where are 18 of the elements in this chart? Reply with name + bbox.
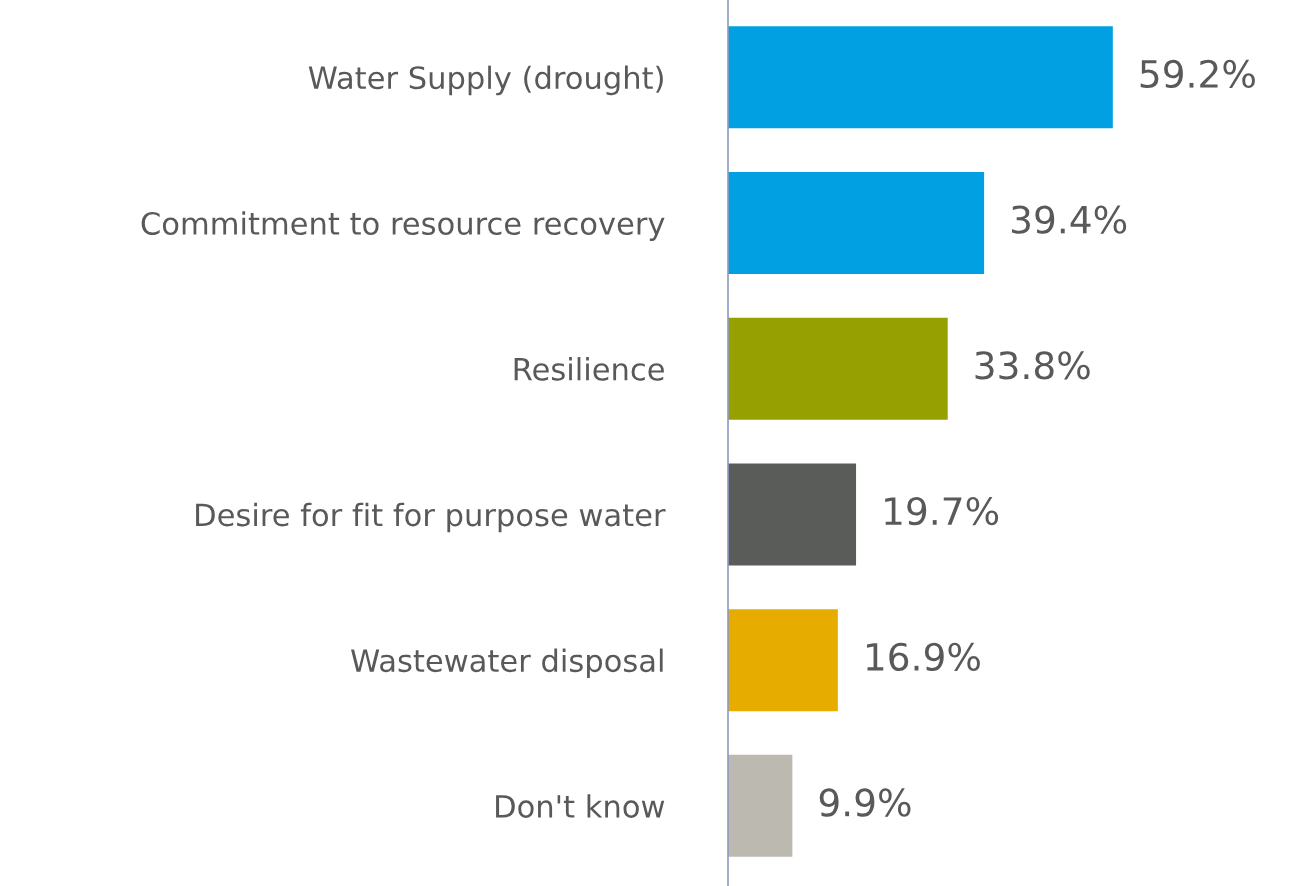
y-tick-label: Wastewater disposal bbox=[351, 648, 663, 679]
bar bbox=[728, 609, 838, 712]
y-tick-label: Water Supply (drought) bbox=[308, 65, 663, 96]
y-tick-label: Desire for fit for purpose water bbox=[196, 502, 666, 533]
bar bbox=[728, 26, 1113, 129]
y-tick-label: Resilience bbox=[514, 357, 664, 381]
data-label: 39.4% bbox=[1011, 205, 1127, 234]
bar bbox=[728, 754, 793, 857]
data-label: 16.9% bbox=[866, 642, 980, 672]
data-label: 9.9% bbox=[819, 788, 911, 817]
bar bbox=[728, 171, 985, 274]
data-label: 33.8% bbox=[975, 351, 1090, 380]
data-label: 59.2% bbox=[1140, 59, 1255, 89]
bar bbox=[728, 463, 857, 566]
data-label: 19.7% bbox=[885, 496, 999, 526]
y-tick-label: Commitment to resource recovery bbox=[141, 211, 665, 241]
y-tick-label: Don't know bbox=[496, 794, 665, 818]
bar bbox=[728, 317, 948, 420]
